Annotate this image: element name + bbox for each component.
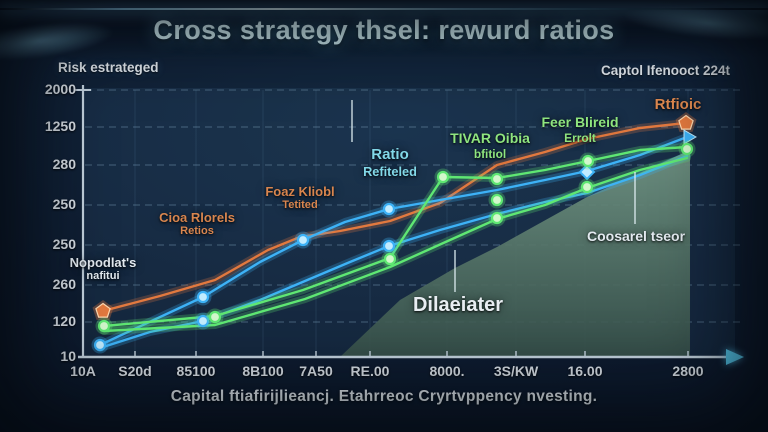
marker-circle — [490, 211, 504, 225]
marker-circle — [196, 314, 210, 328]
marker-circle — [580, 180, 594, 194]
chart-annotation: Cioa Rlorels Retios — [159, 210, 235, 238]
capital-label: Captol Ifenooct 224t — [600, 63, 730, 78]
x-axis-arrow — [726, 349, 744, 365]
page-title: Cross strategy thsel: rewurd ratios — [153, 15, 615, 45]
green-lower-line — [102, 156, 689, 333]
marker-circle — [93, 338, 107, 352]
marker-circle — [490, 172, 504, 186]
y-tick-label: 260 — [52, 276, 76, 292]
chart-annotation: Feer Blireid Errolt — [541, 114, 619, 145]
risk-strategy-label: Risk estrateged — [58, 60, 159, 75]
x-tick-label: 10A — [70, 363, 96, 379]
y-tick-label: 1250 — [44, 118, 76, 134]
marker-diamond — [578, 163, 596, 181]
marker-pentagon — [95, 302, 111, 318]
x-tick-label: 7A50 — [299, 363, 333, 379]
x-tick-label: 2800 — [672, 363, 704, 379]
marker-circle — [382, 202, 396, 216]
x-tick-label: 8B100 — [242, 363, 284, 379]
chart-caption: Capital ftiafirijlieancj. Etahrreoc Cryr… — [170, 388, 598, 405]
y-tick-label: 280 — [52, 156, 76, 172]
marker-circle — [680, 142, 694, 156]
y-tick-label: 2000 — [44, 81, 76, 97]
chart-annotation: Nopodlat's nafitui — [69, 255, 137, 283]
area-fill — [340, 150, 690, 357]
marker-arrow — [683, 129, 698, 145]
chart-annotation: Ratio Refiteled — [363, 146, 417, 179]
marker-circle — [383, 252, 397, 266]
chart-annotation: TIVAR Oibia bfitiol — [450, 130, 530, 161]
light-streak — [0, 8, 768, 10]
y-tick-label: 120 — [52, 313, 76, 329]
green-upper-line — [102, 145, 689, 328]
blue-upper-line — [98, 135, 689, 347]
orange-ratio-line — [101, 121, 688, 313]
marker-circle — [208, 310, 222, 324]
marker-circle — [97, 319, 111, 333]
x-tick-label: 3S/KW — [493, 363, 539, 379]
marker-pentagon — [678, 114, 694, 130]
chart-annotation: Rtfioic — [654, 96, 702, 113]
chart-annotation: Dilaeiater — [412, 294, 504, 316]
x-tick-label: S20d — [118, 363, 152, 379]
x-tick-label: RE.00 — [350, 363, 390, 379]
y-tick-label: 250 — [52, 196, 76, 212]
marker-circle — [581, 154, 595, 168]
chart-annotation: Foaz Kliobl Tetited — [265, 184, 335, 212]
marker-circle — [382, 239, 396, 253]
x-tick-label: 85100 — [176, 363, 216, 379]
marker-circle — [436, 170, 450, 184]
marker-circle — [296, 233, 310, 247]
x-tick-label: 16.00 — [567, 363, 603, 379]
chart-annotation: Coosarel tseor — [586, 228, 686, 244]
y-tick-label: 250 — [52, 236, 76, 252]
x-tick-label: 8000. — [429, 363, 465, 379]
marker-circle — [490, 193, 504, 207]
marker-circle — [196, 290, 210, 304]
y-tick-label: 10 — [60, 348, 76, 364]
